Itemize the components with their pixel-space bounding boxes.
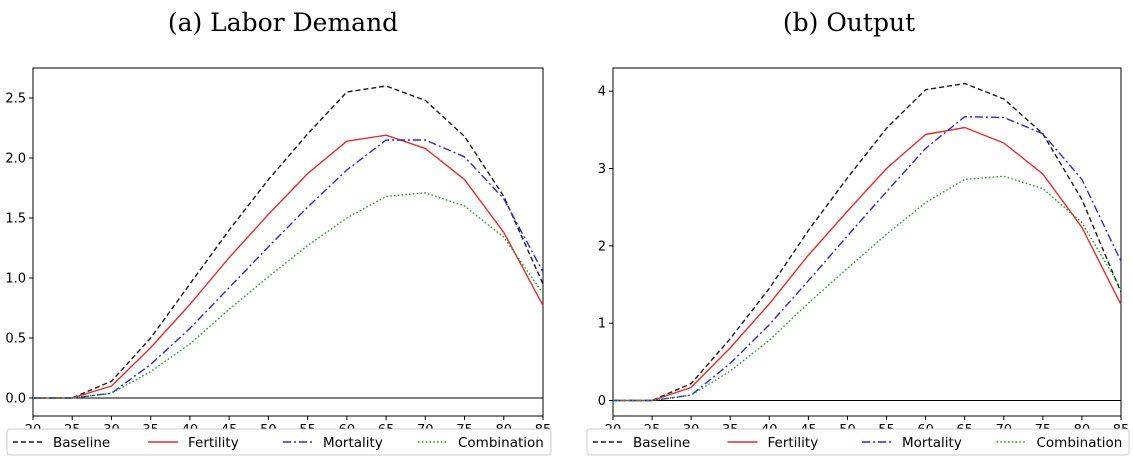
series-line-baseline: [613, 82, 1122, 402]
series-line-combination: [613, 175, 1122, 402]
legend-label-mortality: Mortality: [323, 435, 383, 451]
y-tick-label: 0.0: [5, 392, 26, 407]
panel-labor-demand: (a) Labor Demand 0.00.51.01.52.02.520253…: [0, 0, 566, 468]
series-line-fertility: [33, 134, 544, 399]
series-line-baseline: [33, 85, 544, 399]
legend-label-baseline: Baseline: [633, 435, 690, 451]
y-tick-label: 0: [598, 394, 606, 409]
legend-label-fertility: Fertility: [768, 435, 819, 451]
legend-box: [586, 428, 1130, 456]
legend-label-fertility: Fertility: [188, 435, 239, 451]
plot-frame: [612, 67, 1122, 417]
series-line-fertility: [613, 126, 1122, 402]
series-line-combination: [33, 192, 544, 399]
panel-output: (b) Output 01234202530354045505560657075…: [566, 0, 1132, 468]
legend: Baseline Fertility Mortality Combination: [586, 428, 1130, 456]
y-tick-label: 4: [598, 85, 606, 100]
plot-frame: [32, 67, 544, 417]
chart-title: (a) Labor Demand: [167, 8, 399, 37]
legend-box: [6, 428, 552, 456]
series-line-mortality: [613, 115, 1122, 402]
y-tick-label: 1.5: [5, 212, 26, 227]
legend: Baseline Fertility Mortality Combination: [6, 428, 552, 456]
y-tick-label: 2.0: [5, 152, 26, 167]
labor-demand-chart: 0.00.51.01.52.02.52025303540455055606570…: [5, 67, 552, 456]
legend-label-mortality: Mortality: [902, 435, 962, 451]
y-tick-label: 3: [598, 162, 606, 177]
output-chart: 012342025303540455055606570758085Baselin…: [586, 67, 1130, 456]
legend-label-combination: Combination: [458, 435, 544, 451]
y-tick-label: 2.5: [5, 92, 26, 107]
y-tick-label: 0.5: [5, 332, 26, 347]
y-tick-label: 1: [598, 317, 606, 332]
chart-title: (b) Output: [782, 8, 916, 37]
y-tick-label: 1.0: [5, 272, 26, 287]
y-tick-label: 2: [598, 239, 606, 254]
legend-label-combination: Combination: [1037, 435, 1123, 451]
series-line-mortality: [33, 139, 544, 399]
legend-label-baseline: Baseline: [53, 435, 110, 451]
